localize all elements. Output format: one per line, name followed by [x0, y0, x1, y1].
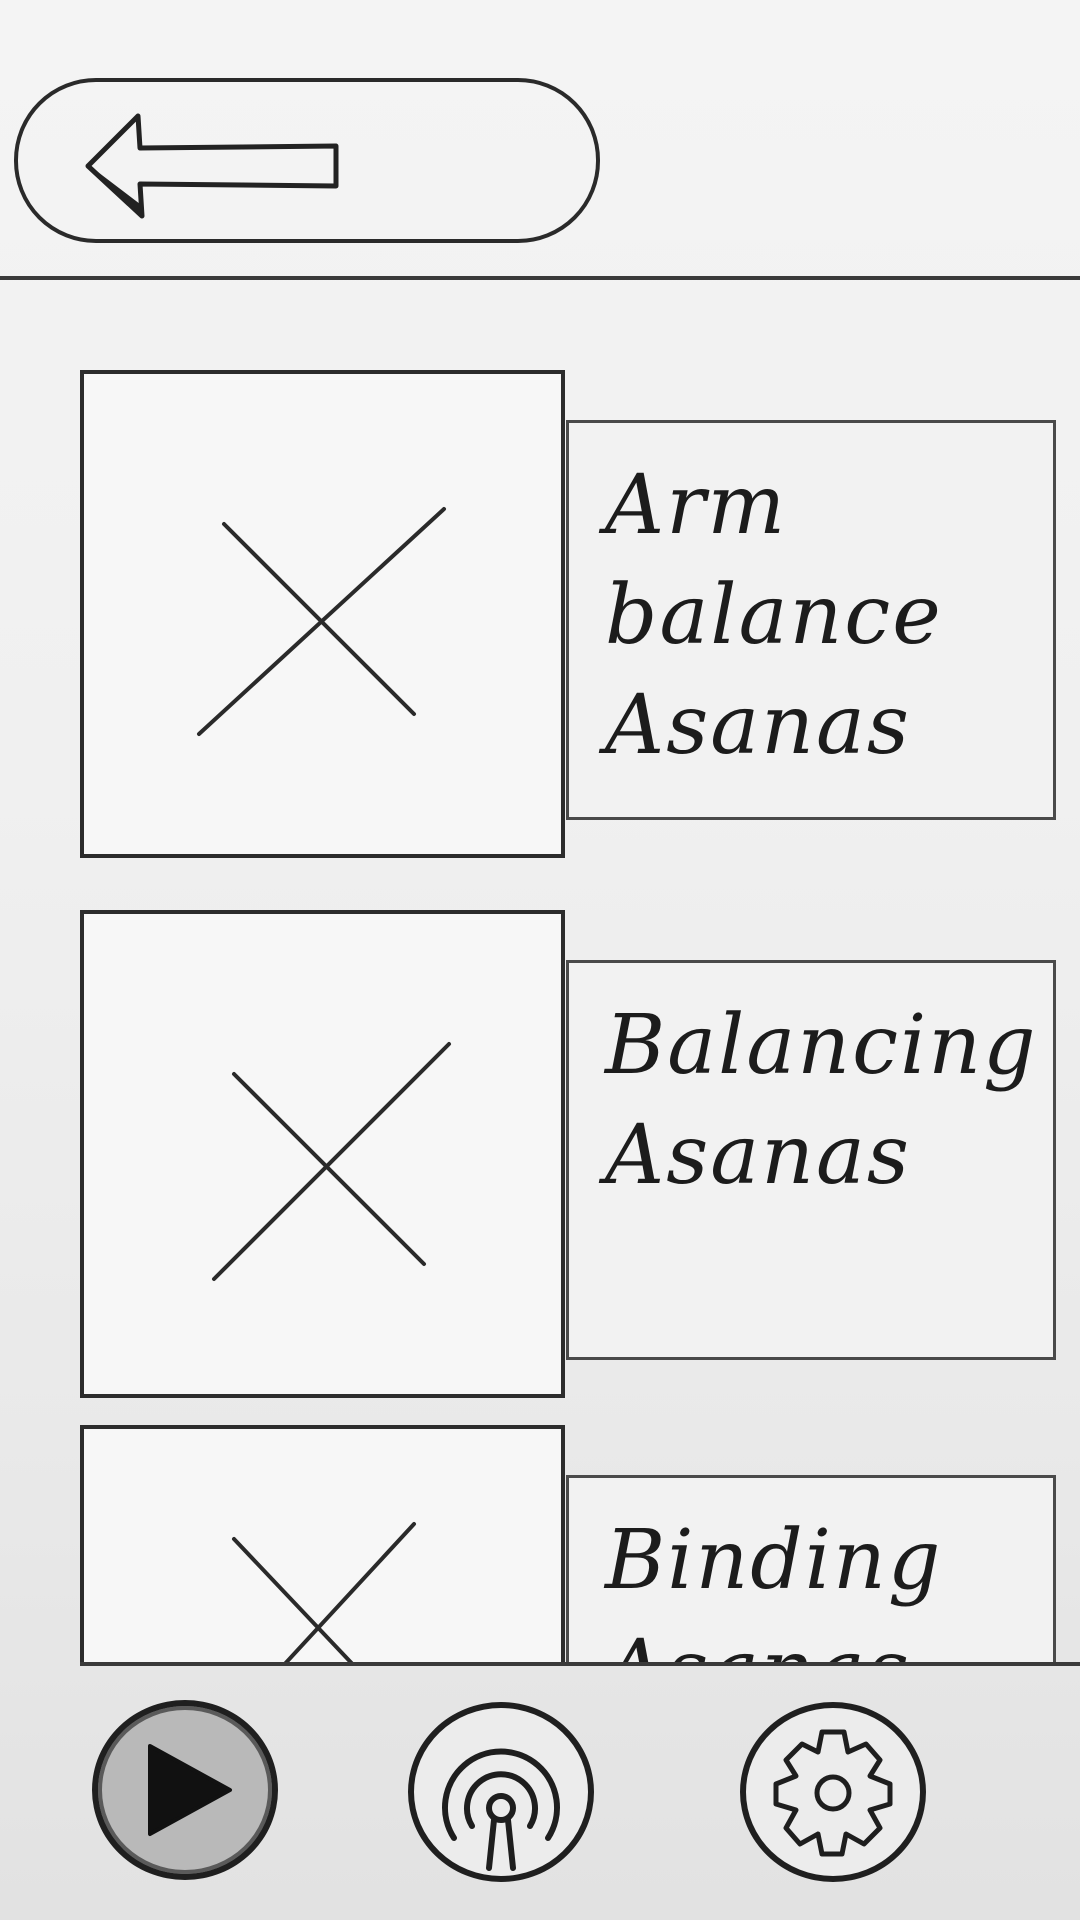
label-box: Arm balance Asanas	[566, 420, 1056, 820]
gear-icon	[773, 1729, 893, 1857]
category-label: Binding Asanas	[605, 1513, 943, 1662]
category-list: Arm balance Asanas Balancing Asanas Bind…	[0, 290, 1080, 1662]
thumbnail	[80, 910, 565, 1398]
back-button[interactable]	[14, 78, 600, 243]
list-item-binding[interactable]: Binding Asanas	[80, 1425, 1060, 1662]
image-placeholder-icon	[197, 507, 446, 736]
settings-button[interactable]	[740, 1702, 926, 1882]
label-box: Balancing Asanas	[566, 960, 1056, 1360]
bottom-nav	[0, 1666, 1080, 1920]
list-item-balancing[interactable]: Balancing Asanas	[80, 910, 1060, 1400]
list-item-arm-balance[interactable]: Arm balance Asanas	[80, 370, 1060, 860]
image-placeholder-icon	[232, 1522, 416, 1662]
category-label: Arm balance Asanas	[605, 458, 943, 773]
play-button[interactable]	[92, 1700, 278, 1880]
thumbnail	[80, 1425, 565, 1662]
category-label: Balancing Asanas	[605, 998, 1038, 1203]
podcast-button[interactable]	[408, 1702, 594, 1882]
header-divider	[0, 276, 1080, 280]
image-placeholder-icon	[212, 1042, 451, 1281]
play-icon	[148, 1744, 232, 1836]
back-arrow-icon	[85, 113, 339, 219]
header	[0, 0, 1080, 285]
bottom-nav-divider	[80, 1662, 1080, 1666]
label-box: Binding Asanas	[566, 1475, 1056, 1662]
podcast-icon	[442, 1748, 560, 1871]
thumbnail	[80, 370, 565, 858]
